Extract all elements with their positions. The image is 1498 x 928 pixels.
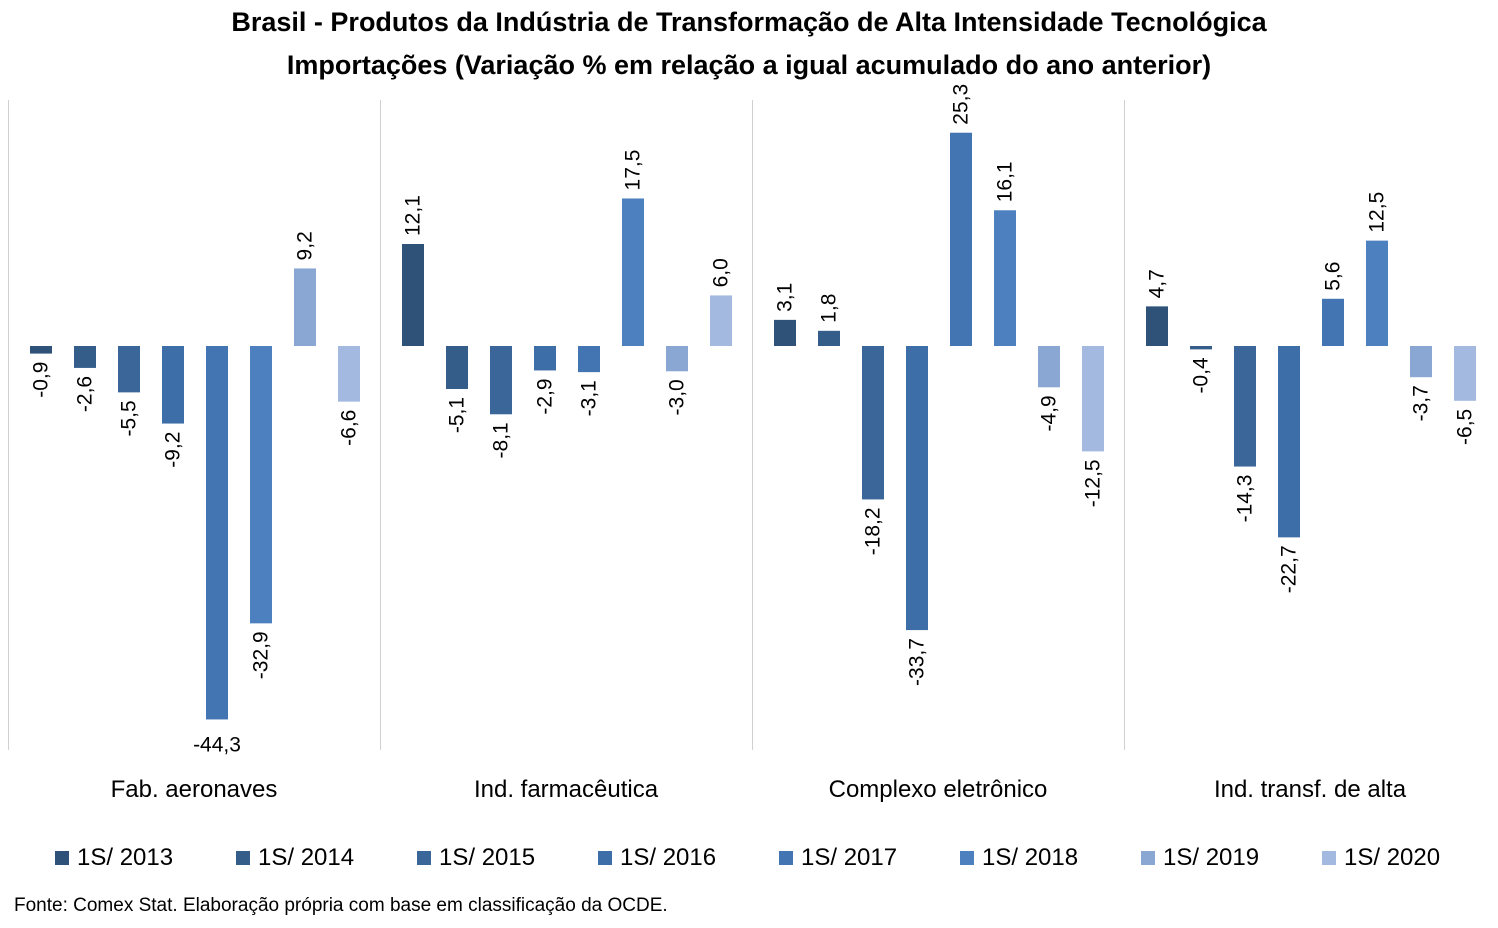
bar — [1366, 240, 1388, 346]
data-label: -5,1 — [446, 397, 469, 433]
data-label: 4,7 — [1146, 269, 1169, 298]
bar — [162, 346, 184, 424]
bar — [490, 346, 512, 415]
bar — [402, 243, 424, 346]
bar — [622, 198, 644, 346]
legend-swatch — [1141, 851, 1155, 865]
bar — [534, 346, 556, 371]
data-label: -6,6 — [338, 410, 361, 446]
legend-label: 1S/ 2019 — [1163, 844, 1260, 871]
bar — [906, 346, 928, 631]
legend-swatch — [417, 851, 431, 865]
bar — [1322, 298, 1344, 346]
data-label: 1,8 — [818, 294, 841, 323]
category-label: Ind. farmacêutica — [474, 776, 659, 803]
data-label: -4,9 — [1038, 395, 1061, 431]
legend-swatch — [236, 851, 250, 865]
bar — [710, 295, 732, 346]
data-label: -0,4 — [1190, 357, 1213, 394]
data-label: -6,5 — [1454, 409, 1477, 445]
data-label: -12,5 — [1082, 459, 1105, 507]
data-label: -3,0 — [666, 379, 689, 415]
legend-label: 1S/ 2020 — [1344, 844, 1441, 871]
bar-chart: Fab. aeronaves -0,9 -2,6 -5,5 -9,2 -44,3 -32,9… — [8, 84, 1477, 803]
legend-item: 1S/ 2018 — [960, 843, 1078, 873]
bar — [994, 210, 1016, 346]
data-label: -5,5 — [118, 400, 141, 436]
data-label: 12,5 — [1366, 192, 1389, 233]
bar — [206, 346, 228, 720]
bar — [338, 346, 360, 402]
data-label: -3,1 — [578, 380, 601, 416]
legend-item: 1S/ 2015 — [417, 843, 535, 873]
legend-label: 1S/ 2017 — [801, 844, 898, 871]
category-label: Ind. transf. de alta — [1214, 776, 1407, 803]
bar — [666, 346, 688, 372]
bar — [250, 346, 272, 624]
legend-item: 1S/ 2014 — [236, 843, 354, 873]
legend-item: 1S/ 2019 — [1141, 843, 1259, 873]
bar — [1146, 306, 1168, 346]
data-label: -44,3 — [193, 733, 241, 756]
data-label: 12,1 — [402, 195, 425, 236]
data-label: 16,1 — [994, 161, 1017, 202]
bar — [118, 346, 140, 393]
bar — [1234, 346, 1256, 467]
bar — [1038, 346, 1060, 388]
bar — [1410, 346, 1432, 378]
legend-item: 1S/ 2016 — [598, 843, 716, 873]
data-label: -2,6 — [74, 376, 97, 412]
bar — [818, 330, 840, 346]
data-label: -33,7 — [906, 638, 929, 686]
legend-label: 1S/ 2018 — [982, 844, 1079, 871]
data-label: -18,2 — [862, 507, 885, 555]
data-label: -2,9 — [534, 378, 557, 414]
legend-swatch — [55, 851, 69, 865]
legend-label: 1S/ 2013 — [77, 844, 174, 871]
data-label: 5,6 — [1322, 262, 1345, 291]
data-label: 3,1 — [774, 283, 797, 312]
data-label: -32,9 — [250, 631, 273, 679]
data-label: -3,7 — [1410, 385, 1433, 421]
bar — [578, 346, 600, 373]
bar — [1278, 346, 1300, 538]
data-label: 17,5 — [622, 150, 645, 191]
legend-swatch — [779, 851, 793, 865]
bar — [862, 346, 884, 500]
legend-swatch — [1322, 851, 1336, 865]
data-label: -22,7 — [1278, 545, 1301, 593]
category-label: Complexo eletrônico — [829, 776, 1048, 803]
bar — [1190, 346, 1212, 350]
data-label: -9,2 — [162, 432, 185, 468]
legend-label: 1S/ 2014 — [258, 844, 355, 871]
data-label: -14,3 — [1234, 475, 1257, 523]
legend-label: 1S/ 2015 — [439, 844, 536, 871]
bar — [74, 346, 96, 368]
bar — [446, 346, 468, 389]
data-label: -0,9 — [30, 362, 53, 398]
data-label: 9,2 — [294, 231, 317, 260]
data-label: 6,0 — [710, 258, 733, 287]
category-label: Fab. aeronaves — [111, 776, 278, 803]
bar — [294, 268, 316, 346]
data-label: 25,3 — [950, 84, 973, 125]
data-label: -8,1 — [490, 422, 513, 458]
bar — [1454, 346, 1476, 401]
legend-label: 1S/ 2016 — [620, 844, 717, 871]
chart-title: Brasil - Produtos da Indústria de Transf… — [231, 7, 1267, 37]
bar — [1082, 346, 1104, 452]
bar — [30, 346, 52, 354]
bar — [950, 132, 972, 346]
chart-legend: 1S/ 2013 1S/ 2014 1S/ 2015 1S/ 2016 1S/ 2017… — [0, 843, 1498, 873]
legend-item: 1S/ 2017 — [779, 843, 897, 873]
bar — [774, 319, 796, 346]
legend-swatch — [960, 851, 974, 865]
legend-item: 1S/ 2013 — [55, 843, 173, 873]
legend-item: 1S/ 2020 — [1322, 843, 1440, 873]
chart-subtitle: Importações (Variação % em relação a igu… — [286, 50, 1212, 80]
source-note: Fonte: Comex Stat. Elaboração própria co… — [14, 895, 668, 916]
legend-swatch — [598, 851, 612, 865]
